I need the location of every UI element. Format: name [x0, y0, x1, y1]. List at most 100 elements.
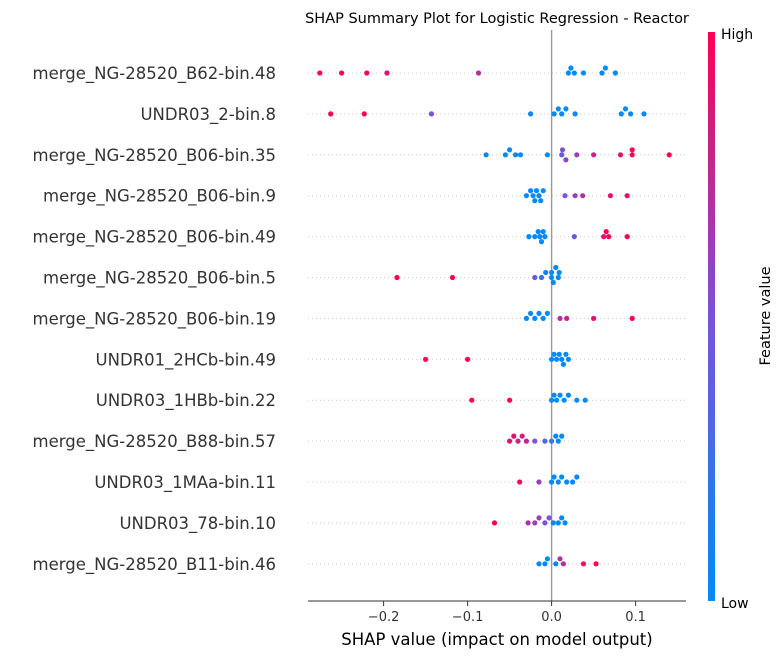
chart-title: SHAP Summary Plot for Logistic Regressio…: [305, 11, 689, 27]
feature-label: UNDR03_1HBb-bin.22: [96, 391, 276, 411]
data-point: [549, 397, 555, 403]
colorbar-low-label: Low: [721, 596, 749, 612]
data-point: [602, 65, 609, 71]
x-tick-label: −0.2: [368, 610, 400, 625]
data-point: [549, 438, 555, 444]
data-point: [542, 234, 548, 240]
x-tick-label: 0.1: [625, 610, 646, 625]
data-point: [328, 111, 334, 117]
data-point: [538, 239, 545, 245]
data-point: [560, 561, 567, 567]
data-point: [538, 274, 545, 281]
data-point: [628, 111, 634, 117]
data-point: [550, 520, 556, 526]
data-point: [591, 315, 597, 321]
data-point: [502, 152, 508, 158]
data-point: [551, 111, 557, 117]
data-point: [526, 234, 532, 240]
data-point: [580, 193, 586, 199]
data-point: [339, 70, 345, 76]
data-point: [532, 438, 538, 444]
data-point: [612, 70, 619, 76]
data-point: [364, 70, 370, 76]
data-point: [603, 229, 609, 235]
colorbar-high-label: High: [721, 27, 753, 43]
data-point: [361, 111, 367, 117]
feature-label: merge_NG-28520_B06-bin.35: [33, 146, 276, 166]
feature-label: UNDR03_1MAa-bin.11: [94, 473, 276, 493]
data-point: [556, 351, 562, 357]
feature-label: UNDR03_2-bin.8: [140, 105, 276, 125]
data-point: [666, 152, 672, 158]
data-point: [523, 438, 530, 444]
data-point: [523, 315, 530, 321]
data-point: [544, 556, 551, 562]
data-point: [617, 152, 624, 158]
data-point: [559, 152, 565, 158]
feature-label: merge_NG-28520_B06-bin.9: [43, 187, 276, 207]
data-point: [536, 193, 542, 199]
feature-label: UNDR03_78-bin.10: [119, 514, 276, 534]
data-point: [559, 474, 565, 480]
data-point: [622, 106, 629, 112]
data-point: [538, 198, 544, 204]
data-point: [554, 356, 560, 362]
data-point: [535, 229, 541, 235]
data-point: [317, 70, 323, 76]
data-point: [601, 234, 607, 240]
data-point: [559, 356, 565, 362]
data-point: [560, 361, 567, 367]
feature-rows: merge_NG-28520_B62-bin.48 UNDR03_2-bin.8m…: [33, 64, 686, 575]
data-point: [542, 438, 548, 444]
data-point: [574, 474, 580, 480]
data-point: [549, 274, 555, 281]
data-point: [582, 397, 588, 403]
data-point: [544, 310, 551, 316]
data-point: [606, 234, 612, 240]
data-point: [528, 111, 534, 117]
x-axis-label: SHAP value (impact on model output): [341, 630, 652, 649]
data-point: [536, 561, 542, 567]
data-point: [565, 70, 572, 76]
feature-label: merge_NG-28520_B11-bin.46: [33, 555, 276, 575]
data-point: [641, 111, 647, 117]
data-point: [517, 479, 523, 485]
data-point: [532, 198, 538, 204]
data-point: [384, 70, 390, 76]
feature-label: merge_NG-28520_B88-bin.57: [33, 432, 276, 452]
data-point: [550, 279, 556, 286]
data-point: [544, 152, 551, 158]
data-point: [553, 561, 559, 567]
data-point: [629, 147, 635, 153]
data-point: [536, 310, 542, 316]
data-point: [555, 479, 561, 485]
colorbar: High Low Feature value: [708, 27, 774, 612]
data-point: [565, 392, 572, 398]
data-point: [517, 152, 524, 158]
data-point: [523, 193, 530, 199]
data-point: [511, 433, 517, 439]
data-point: [532, 315, 538, 321]
data-point: [557, 392, 563, 398]
data-point: [394, 274, 400, 281]
data-point: [568, 65, 574, 71]
data-point: [553, 264, 559, 271]
data-point: [563, 106, 569, 112]
data-point: [537, 234, 543, 240]
feature-label: merge_NG-28520_B06-bin.5: [43, 269, 276, 289]
data-point: [574, 397, 580, 403]
data-point: [571, 234, 577, 240]
data-point: [562, 193, 568, 199]
data-point: [525, 520, 531, 526]
data-point: [423, 356, 429, 362]
data-point: [564, 479, 570, 485]
colorbar-gradient: [708, 32, 715, 601]
data-point: [532, 274, 538, 281]
data-point: [555, 438, 561, 444]
data-point: [469, 397, 475, 403]
data-point: [530, 193, 536, 199]
x-tick-label: 0.0: [541, 610, 562, 625]
data-point: [536, 479, 542, 485]
feature-label: merge_NG-28520_B62-bin.48: [33, 64, 276, 84]
data-point: [559, 515, 565, 521]
